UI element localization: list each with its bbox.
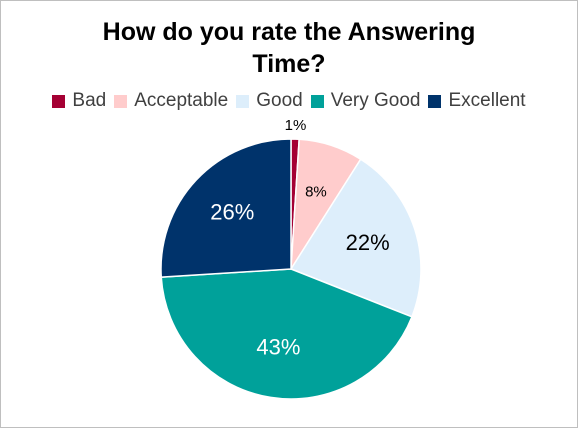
pie-slice-very-good (160, 268, 413, 400)
pie-slice-good (289, 158, 422, 318)
chart-title-line-2: Time? (252, 50, 326, 78)
chart-title-line-1: How do you rate the Answering (102, 18, 476, 46)
legend-swatch-acceptable (114, 94, 128, 108)
legend-label-excellent: Excellent (448, 90, 526, 111)
legend-item-excellent: Excellent (428, 90, 526, 112)
data-label-acceptable: 8% (305, 183, 327, 200)
chart-legend: Bad Acceptable Good Very Good Excellent (0, 90, 578, 112)
data-label-bad: 1% (285, 117, 307, 134)
legend-swatch-excellent (428, 94, 442, 108)
legend-label-bad: Bad (72, 90, 107, 111)
data-label-excellent: 26% (210, 200, 254, 225)
data-label-very-good: 43% (256, 334, 300, 359)
data-label-good: 22% (346, 230, 390, 255)
legend-item-bad: Bad (52, 90, 106, 112)
legend-item-good: Good (236, 90, 303, 112)
legend-item-acceptable: Acceptable (114, 90, 228, 112)
pie-slice-excellent (160, 138, 292, 278)
legend-item-very-good: Very Good (310, 90, 421, 112)
legend-swatch-bad (52, 94, 66, 108)
legend-swatch-very-good (310, 94, 324, 108)
legend-label-very-good: Very Good (330, 90, 421, 111)
legend-label-acceptable: Acceptable (134, 90, 229, 111)
chart-title: How do you rate the Answering Time? (0, 16, 578, 80)
legend-label-good: Good (256, 90, 303, 111)
legend-swatch-good (236, 94, 250, 108)
